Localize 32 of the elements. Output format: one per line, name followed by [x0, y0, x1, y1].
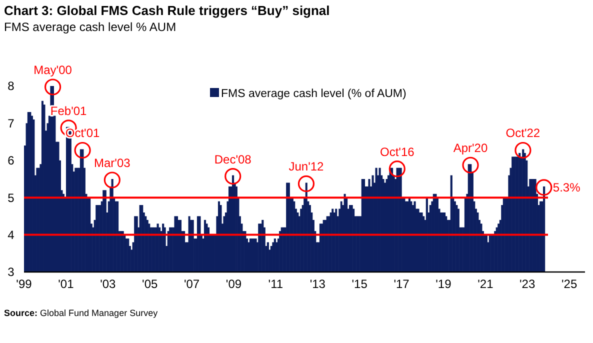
annotation: Mar'03 — [94, 156, 131, 170]
y-tick-label: 5 — [8, 190, 15, 205]
y-tick-label: 4 — [8, 228, 15, 242]
annotation: Oct'16 — [380, 144, 415, 159]
x-tick-label: '19 — [436, 277, 452, 291]
x-tick-label: '03 — [100, 277, 116, 291]
x-tick-label: '23 — [520, 277, 536, 291]
chart-subtitle: FMS average cash level % AUM — [4, 20, 176, 34]
chart-title: Chart 3: Global FMS Cash Rule triggers “Buy” signal — [4, 3, 330, 18]
y-tick-label: 8 — [8, 79, 15, 94]
annotation: Apr'20 — [453, 141, 488, 156]
y-tick-label: 3 — [8, 265, 15, 280]
x-tick-label: '11 — [268, 277, 284, 291]
x-tick-label: '07 — [184, 277, 200, 291]
x-tick-label: '25 — [562, 277, 578, 291]
annotation: Oct'22 — [506, 126, 540, 140]
annotation: Jun'12 — [288, 160, 324, 174]
annotation: 5.3% — [552, 180, 581, 194]
x-tick-label: '99 — [16, 277, 32, 291]
annotation: Dec'08 — [214, 152, 252, 166]
annotation: May'00 — [34, 63, 72, 77]
x-tick-label: '15 — [352, 277, 368, 291]
y-tick-label: 6 — [8, 154, 15, 168]
x-tick-label: '17 — [394, 277, 410, 291]
x-tick-label: '05 — [142, 277, 158, 291]
y-tick-label: 7 — [8, 116, 15, 130]
legend-label: FMS average cash level (% of AUM) — [221, 88, 407, 100]
x-tick-label: '21 — [478, 277, 494, 291]
x-tick-label: '09 — [226, 277, 242, 291]
x-tick-label: '13 — [310, 277, 326, 291]
source-note: Source: Global Fund Manager Survey — [4, 308, 158, 318]
x-tick-label: '01 — [58, 277, 74, 291]
